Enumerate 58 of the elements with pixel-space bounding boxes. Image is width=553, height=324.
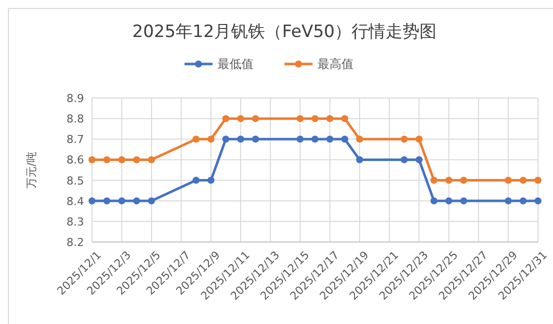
point: [400, 136, 408, 143]
point: [445, 176, 452, 184]
point: [252, 136, 260, 143]
point: [312, 136, 318, 143]
y-tick-label: 8.7: [66, 133, 84, 146]
point: [430, 197, 438, 204]
point: [88, 197, 96, 204]
point: [296, 136, 304, 143]
point: [460, 197, 468, 204]
point: [534, 176, 542, 184]
point: [341, 136, 348, 143]
point: [296, 115, 304, 122]
y-tick-label: 8.3: [66, 215, 84, 228]
point: [88, 156, 96, 164]
point: [504, 197, 512, 204]
y-axis-title: 万元/吨: [25, 152, 38, 188]
point: [148, 197, 155, 204]
point: [430, 176, 438, 184]
point: [460, 176, 468, 184]
point: [192, 176, 200, 184]
point: [222, 115, 230, 122]
point: [341, 115, 348, 122]
y-tick-label: 8.8: [66, 112, 84, 126]
y-tick-label: 8.6: [66, 154, 84, 167]
point: [148, 156, 155, 164]
point: [103, 197, 110, 204]
point: [356, 136, 364, 143]
point: [416, 136, 423, 143]
y-tick-label: 8.9: [66, 92, 84, 105]
point: [133, 156, 140, 164]
point: [520, 197, 527, 204]
point: [400, 156, 408, 164]
point: [103, 156, 110, 164]
point: [118, 156, 126, 164]
legend-label: 最高值: [318, 57, 354, 71]
point: [326, 115, 334, 122]
y-tick-label: 8.5: [66, 174, 84, 188]
point: [534, 197, 542, 204]
point: [222, 136, 230, 143]
point: [133, 197, 140, 204]
point: [237, 115, 244, 122]
point: [356, 156, 364, 164]
point: [504, 176, 512, 184]
point: [520, 176, 527, 184]
legend-label: 最低值: [218, 57, 254, 71]
point: [207, 176, 214, 184]
point: [326, 136, 334, 143]
point: [118, 197, 126, 204]
point: [312, 115, 318, 122]
chart-title: 2025年12月钒铁（FeV50）行情走势图: [132, 22, 437, 42]
y-tick-label: 8.4: [66, 194, 84, 208]
point: [207, 136, 214, 143]
point: [416, 156, 423, 164]
point: [252, 115, 260, 122]
point: [192, 136, 200, 143]
point: [237, 136, 244, 143]
y-tick-label: 8.2: [66, 236, 84, 249]
point: [445, 197, 452, 204]
